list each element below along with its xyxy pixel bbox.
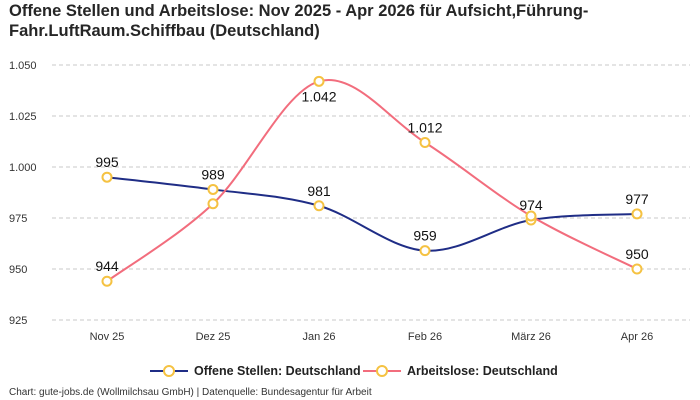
data-point-offene-stellen — [207, 183, 219, 195]
data-label-offene-stellen: 995 — [95, 154, 119, 170]
chart-title-line-1: Offene Stellen und Arbeitslose: Nov 2025… — [9, 2, 589, 20]
legend-swatch-offene-stellen — [150, 361, 188, 381]
y-tick-label: 975 — [9, 213, 27, 225]
legend-label-offene-stellen: Offene Stellen: Deutschland — [194, 364, 361, 378]
data-label-offene-stellen: 989 — [201, 166, 225, 182]
chart-title-line-2: Fahr.LuftRaum.Schiffbau (Deutschland) — [9, 22, 320, 40]
x-tick-label: Dez 25 — [196, 331, 231, 343]
series-line-arbeitslose — [106, 78, 638, 283]
line-chart: 925 950 975 1.000 1.025 1.050 Nov 25 Dez 25 Jan … — [9, 60, 690, 343]
x-tick-label: März 26 — [511, 331, 551, 343]
x-tick-label: Nov 25 — [90, 331, 125, 343]
data-point-arbeitslose — [207, 198, 219, 210]
data-label-offene-stellen: 974 — [519, 197, 543, 213]
data-point-arbeitslose — [525, 210, 537, 222]
data-label-arbeitslose: 944 — [95, 258, 119, 274]
data-point-offene-stellen — [419, 245, 431, 257]
series-line-offene-stellen — [106, 176, 638, 252]
data-label-offene-stellen: 981 — [307, 183, 331, 199]
data-label-arbeitslose: 1.012 — [407, 120, 442, 136]
y-tick-label: 1.025 — [9, 111, 37, 123]
chart-footer-source: Chart: gute-jobs.de (Wollmilchsau GmbH) … — [9, 387, 372, 398]
data-point-offene-stellen — [101, 171, 113, 183]
y-tick-label: 925 — [9, 315, 27, 327]
data-point-offene-stellen — [313, 200, 325, 212]
data-label-offene-stellen: 959 — [413, 228, 437, 244]
data-point-offene-stellen — [631, 208, 643, 220]
legend-swatch-arbeitslose — [363, 361, 401, 381]
chart-legend: Offene Stellen: Deutschland Arbeitslose:… — [0, 361, 700, 383]
x-tick-label: Jan 26 — [302, 331, 335, 343]
y-tick-label: 1.000 — [9, 162, 37, 174]
y-tick-label: 1.050 — [9, 60, 37, 72]
data-point-arbeitslose — [313, 75, 325, 87]
data-label-offene-stellen: 977 — [625, 191, 649, 207]
y-tick-label: 950 — [9, 264, 27, 276]
x-tick-label: Apr 26 — [621, 331, 653, 343]
data-label-arbeitslose: 950 — [625, 246, 649, 262]
data-point-arbeitslose — [419, 137, 431, 149]
legend-item-arbeitslose[interactable]: Arbeitslose: Deutschland — [363, 361, 558, 381]
legend-item-offene-stellen[interactable]: Offene Stellen: Deutschland — [150, 361, 361, 381]
x-tick-label: Feb 26 — [408, 331, 442, 343]
chart-title: Offene Stellen und Arbeitslose: Nov 2025… — [9, 1, 699, 41]
data-label-arbeitslose: 1.042 — [301, 88, 336, 104]
data-point-arbeitslose — [101, 275, 113, 287]
legend-label-arbeitslose: Arbeitslose: Deutschland — [407, 364, 558, 378]
data-point-arbeitslose — [631, 263, 643, 275]
